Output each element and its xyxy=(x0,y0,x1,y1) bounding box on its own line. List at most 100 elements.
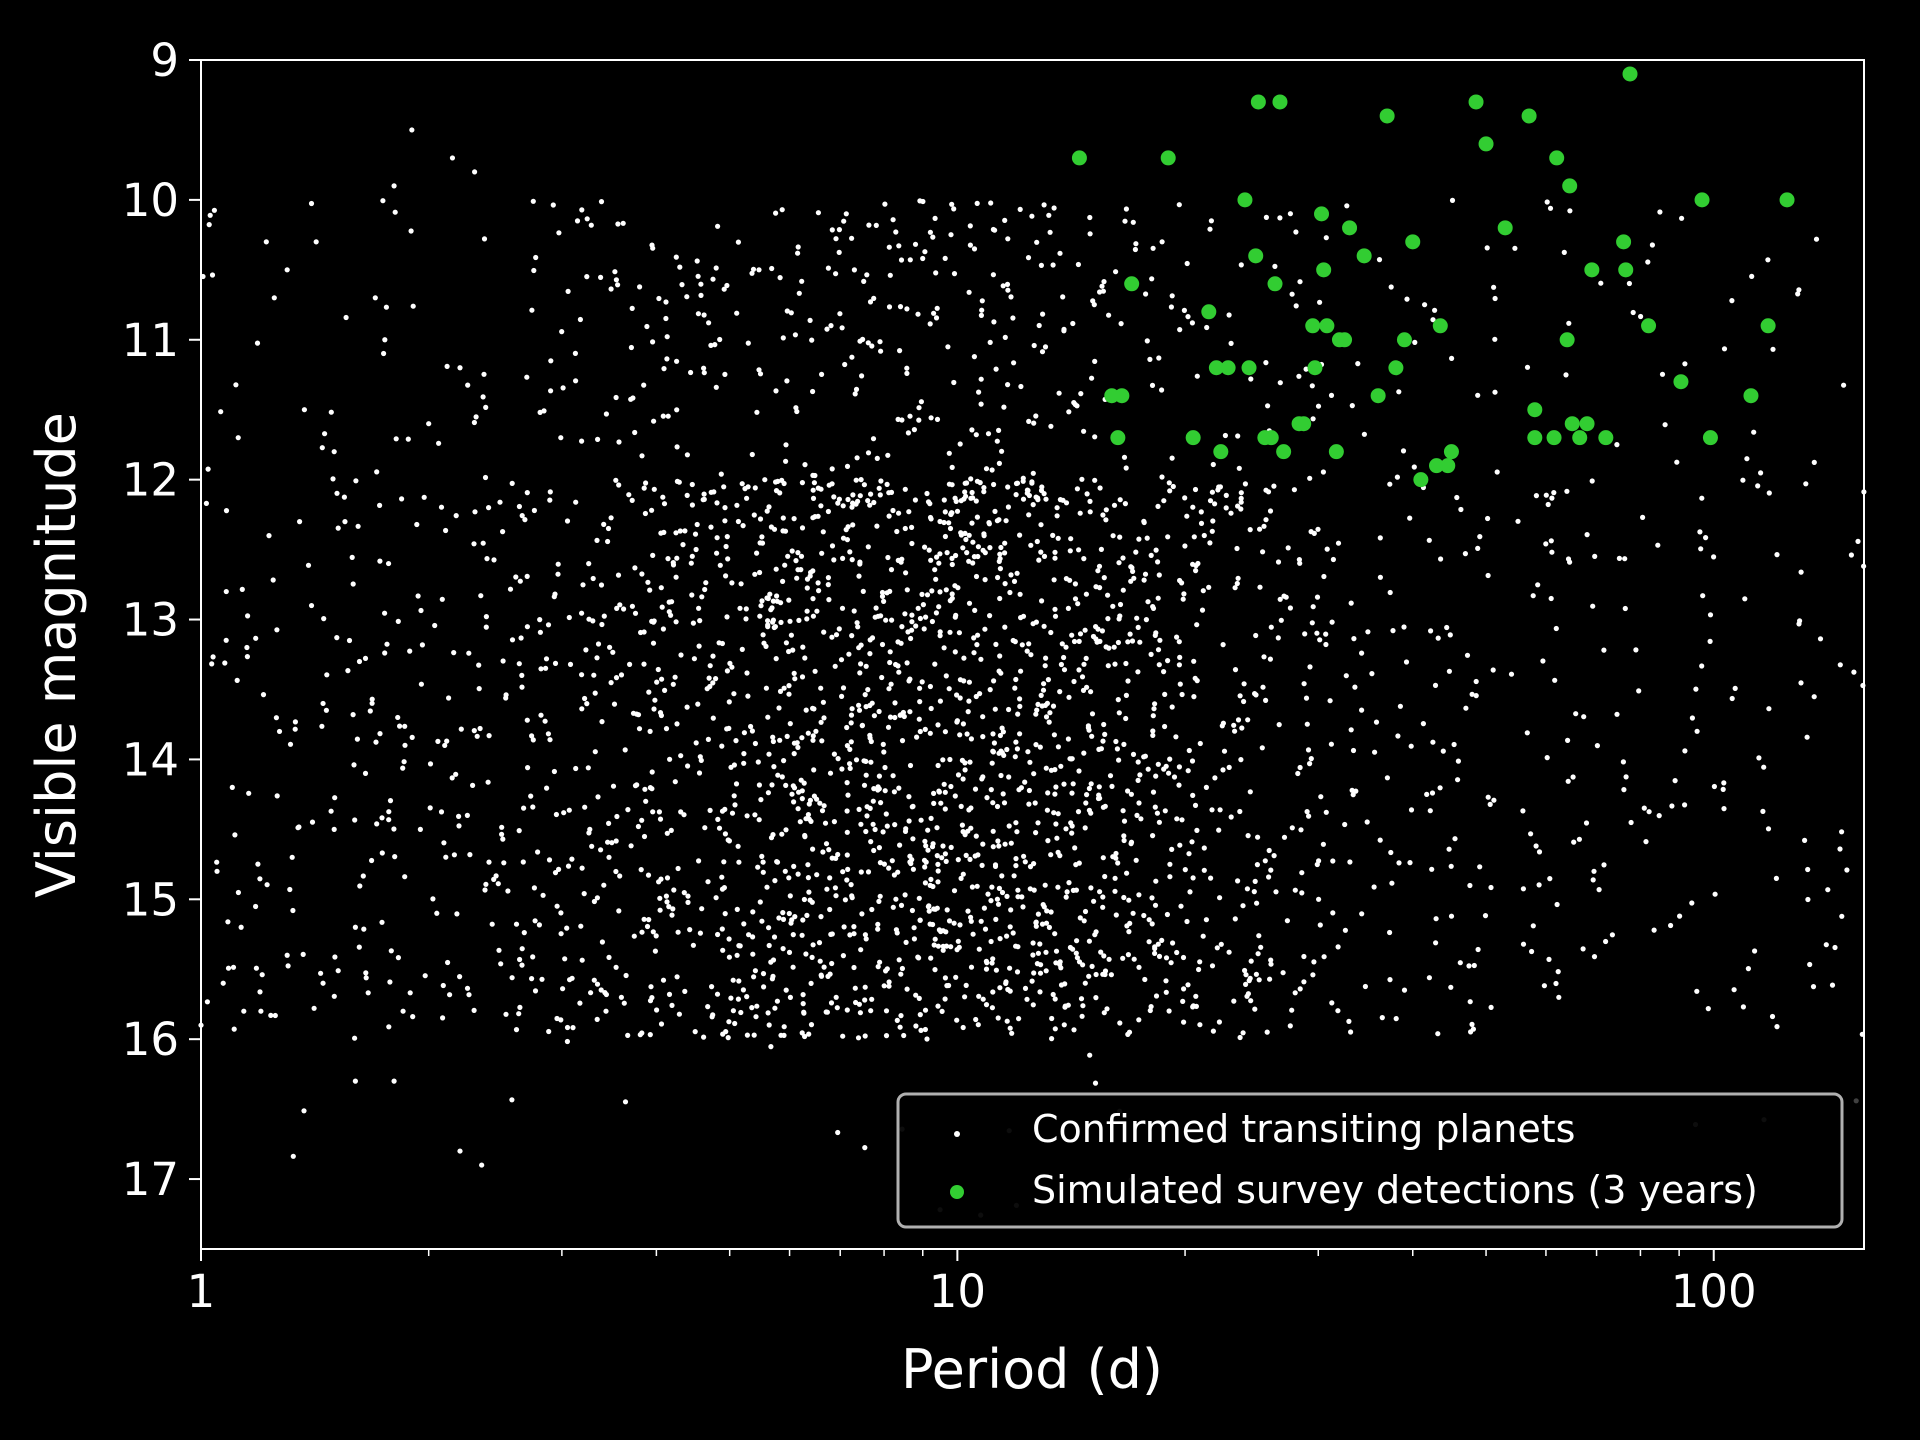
confirmed-point xyxy=(1002,624,1008,630)
confirmed-point xyxy=(1087,498,1093,504)
confirmed-point xyxy=(1136,1017,1142,1023)
confirmed-point xyxy=(567,977,573,983)
confirmed-point xyxy=(238,924,244,930)
confirmed-point xyxy=(933,315,940,321)
confirmed-point xyxy=(223,508,230,514)
confirmed-point xyxy=(1072,845,1078,851)
confirmed-point xyxy=(1113,912,1119,918)
confirmed-point xyxy=(1621,787,1627,793)
confirmed-point xyxy=(799,525,806,531)
confirmed-point xyxy=(334,635,340,641)
confirmed-point xyxy=(942,789,948,795)
confirmed-point xyxy=(1751,429,1757,435)
confirmed-point xyxy=(1111,502,1118,508)
confirmed-point xyxy=(968,825,974,831)
confirmed-point xyxy=(874,455,880,461)
confirmed-point xyxy=(1026,641,1032,647)
confirmed-point xyxy=(1252,1006,1258,1012)
confirmed-point xyxy=(1351,636,1357,642)
confirmed-point xyxy=(1100,738,1106,744)
confirmed-point xyxy=(735,518,742,525)
confirmed-point xyxy=(1089,711,1096,717)
confirmed-point xyxy=(1076,860,1082,866)
confirmed-point xyxy=(1373,719,1380,725)
confirmed-point xyxy=(530,198,536,204)
confirmed-point xyxy=(836,496,843,502)
confirmed-point xyxy=(1206,584,1212,590)
confirmed-point xyxy=(1216,1019,1222,1025)
confirmed-point xyxy=(893,896,899,902)
confirmed-point xyxy=(1186,851,1192,857)
confirmed-point xyxy=(432,622,438,629)
confirmed-point xyxy=(970,560,976,566)
confirmed-point xyxy=(1255,834,1261,840)
confirmed-point xyxy=(1344,203,1350,209)
confirmed-point xyxy=(1194,373,1200,379)
confirmed-point xyxy=(641,485,647,491)
confirmed-point xyxy=(674,974,680,980)
confirmed-point xyxy=(788,310,794,316)
simulated-point xyxy=(1616,234,1632,250)
confirmed-point xyxy=(783,782,789,789)
confirmed-point xyxy=(1485,572,1491,579)
confirmed-point xyxy=(713,676,719,682)
confirmed-point xyxy=(1729,695,1735,702)
confirmed-point xyxy=(810,568,816,574)
confirmed-point xyxy=(1149,382,1156,388)
confirmed-point xyxy=(750,934,756,940)
confirmed-point xyxy=(898,1013,904,1019)
confirmed-point xyxy=(733,781,740,787)
confirmed-point xyxy=(491,557,497,563)
confirmed-point xyxy=(904,986,910,992)
confirmed-point xyxy=(823,1009,829,1015)
confirmed-point xyxy=(1005,504,1012,510)
simulated-point xyxy=(1248,248,1264,264)
confirmed-point xyxy=(1149,895,1155,901)
confirmed-point xyxy=(673,254,679,260)
confirmed-point xyxy=(935,879,941,885)
confirmed-point xyxy=(369,696,375,702)
confirmed-point xyxy=(788,632,795,638)
confirmed-point xyxy=(1048,423,1054,429)
confirmed-point xyxy=(947,525,954,532)
confirmed-point xyxy=(289,854,295,860)
confirmed-point xyxy=(941,781,947,787)
confirmed-point xyxy=(1548,538,1554,544)
confirmed-point xyxy=(883,811,889,817)
confirmed-point xyxy=(906,678,912,684)
confirmed-point xyxy=(1087,214,1093,221)
confirmed-point xyxy=(1100,894,1106,900)
confirmed-point xyxy=(884,966,890,972)
confirmed-point xyxy=(613,838,619,844)
confirmed-point xyxy=(804,585,810,591)
confirmed-point xyxy=(907,413,913,419)
confirmed-point xyxy=(876,773,883,779)
confirmed-point xyxy=(1564,488,1570,494)
confirmed-point xyxy=(292,726,298,732)
confirmed-point xyxy=(1296,373,1302,379)
confirmed-point xyxy=(622,747,628,753)
confirmed-point xyxy=(1156,572,1162,578)
confirmed-point xyxy=(1515,518,1521,524)
confirmed-point xyxy=(778,619,784,626)
confirmed-point xyxy=(827,971,833,977)
confirmed-point xyxy=(1308,529,1314,535)
confirmed-point xyxy=(631,933,637,939)
confirmed-point xyxy=(657,816,664,822)
confirmed-point xyxy=(605,839,611,845)
confirmed-point xyxy=(588,990,594,996)
confirmed-point xyxy=(1200,933,1206,939)
confirmed-point xyxy=(1012,754,1018,760)
confirmed-point xyxy=(1013,820,1019,826)
confirmed-point xyxy=(933,576,939,582)
confirmed-point xyxy=(863,936,869,942)
confirmed-point xyxy=(699,594,705,600)
confirmed-point xyxy=(1014,570,1020,576)
confirmed-point xyxy=(690,620,697,626)
confirmed-point xyxy=(744,813,750,819)
confirmed-point xyxy=(664,334,670,340)
confirmed-point xyxy=(1070,320,1076,327)
confirmed-point xyxy=(1207,226,1213,232)
confirmed-point xyxy=(618,672,625,678)
confirmed-point xyxy=(539,976,545,982)
